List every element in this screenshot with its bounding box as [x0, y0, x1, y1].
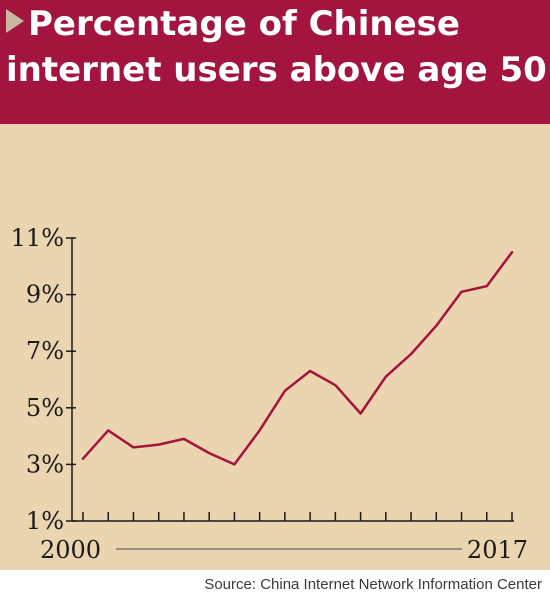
- y-tick-label: 5%: [26, 394, 64, 422]
- triangle-right-icon: [6, 9, 24, 33]
- x-tick-label-end: 2017: [467, 536, 528, 564]
- series-line: [81, 250, 514, 466]
- chart-title-line2: internet users above age 50: [6, 50, 547, 90]
- y-tick-label: 9%: [26, 281, 64, 309]
- chart-panel: [0, 124, 550, 570]
- y-tick-label: 3%: [26, 450, 64, 478]
- y-tick-label: 7%: [26, 337, 64, 365]
- y-tick-label: 11%: [11, 224, 64, 252]
- chart-title-line1: Percentage of Chinese: [28, 4, 460, 44]
- x-tick-label-start: 2000: [40, 536, 101, 564]
- y-tick-label: 1%: [26, 507, 64, 535]
- source-note: Source: China Internet Network Informati…: [204, 576, 542, 593]
- title-line-1: Percentage of Chinese: [6, 2, 460, 46]
- title-banner: Percentage of Chinese internet users abo…: [0, 0, 550, 124]
